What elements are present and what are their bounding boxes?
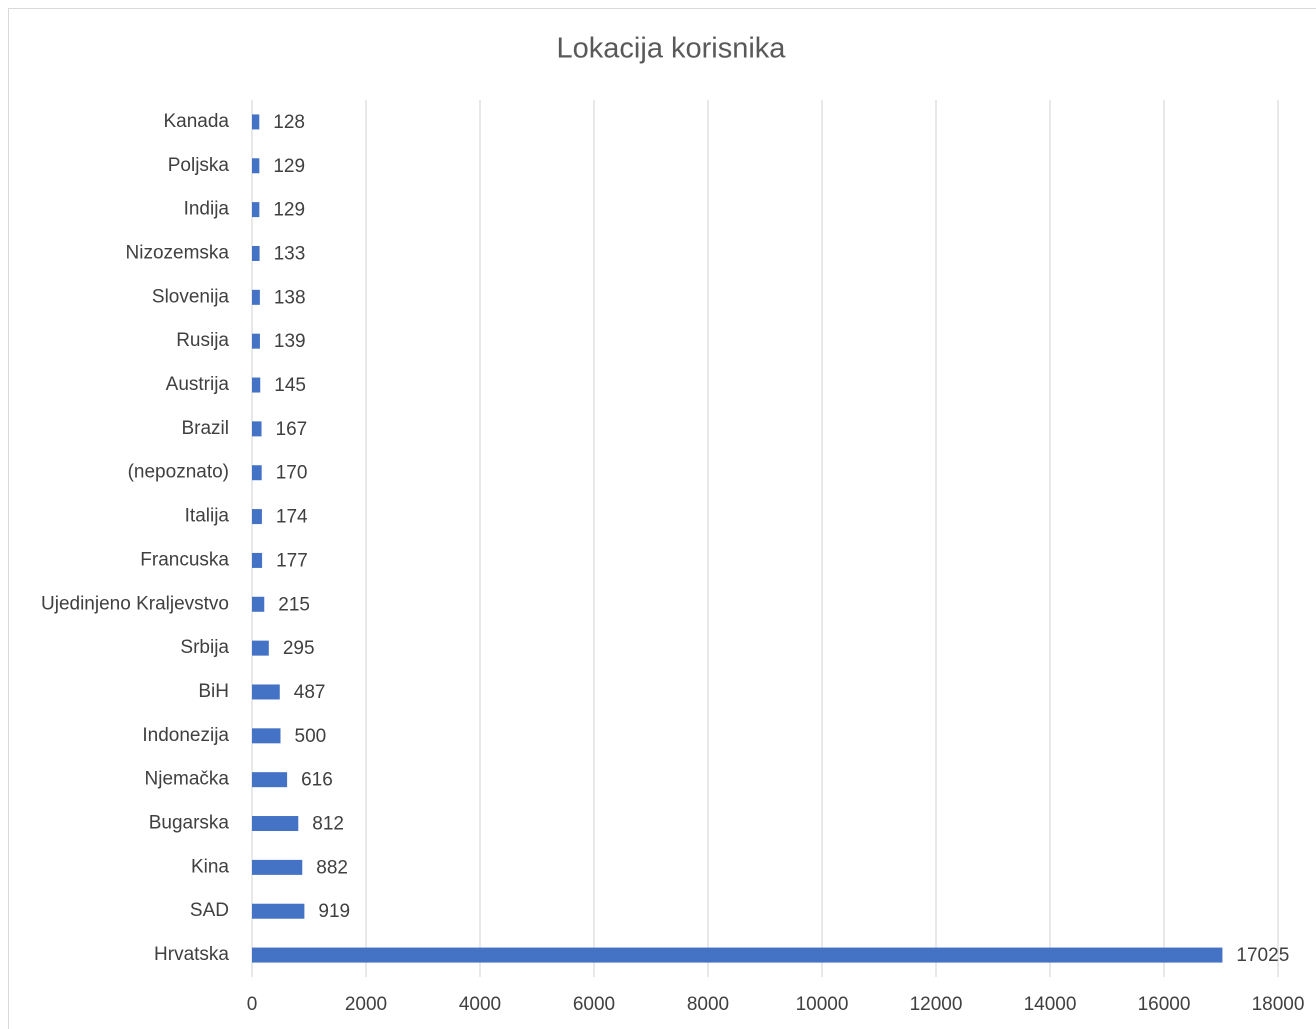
data-label: 145 bbox=[274, 375, 306, 396]
bar bbox=[252, 903, 305, 919]
y-tick-label: Hrvatska bbox=[154, 944, 229, 965]
y-tick-label: Ujedinjeno Kraljevstvo bbox=[41, 593, 229, 614]
data-label: 128 bbox=[273, 112, 305, 133]
data-label: 487 bbox=[294, 682, 326, 703]
x-tick-label: 16000 bbox=[1138, 994, 1191, 1015]
y-tick-label: Slovenija bbox=[152, 286, 230, 307]
bar bbox=[252, 640, 269, 656]
data-label: 129 bbox=[273, 156, 305, 177]
x-tick-label: 18000 bbox=[1252, 994, 1305, 1015]
x-tick-label: 4000 bbox=[459, 994, 501, 1015]
data-label: 170 bbox=[276, 463, 308, 484]
bar bbox=[252, 114, 260, 130]
data-label: 133 bbox=[274, 243, 306, 264]
x-tick-label: 8000 bbox=[687, 994, 729, 1015]
y-tick-label: Poljska bbox=[168, 155, 230, 176]
bar bbox=[252, 465, 262, 481]
bar bbox=[252, 158, 260, 174]
data-label: 138 bbox=[274, 287, 306, 308]
y-tick-label: Njemačka bbox=[145, 769, 230, 790]
bar bbox=[252, 684, 280, 700]
bar bbox=[252, 816, 299, 832]
y-tick-label: SAD bbox=[190, 900, 229, 921]
y-tick-label: Brazil bbox=[181, 418, 229, 439]
bar bbox=[252, 596, 265, 612]
y-tick-label: Francuska bbox=[140, 549, 229, 570]
y-tick-label: Indija bbox=[184, 199, 230, 220]
bar bbox=[252, 289, 260, 305]
bar bbox=[252, 509, 262, 525]
data-label: 215 bbox=[278, 594, 310, 615]
data-label: 919 bbox=[318, 901, 350, 922]
y-tick-label: Bugarska bbox=[149, 813, 230, 834]
bar bbox=[252, 245, 260, 261]
bar bbox=[252, 333, 260, 349]
data-label: 17025 bbox=[1236, 945, 1289, 966]
data-label: 177 bbox=[276, 550, 308, 571]
data-label: 500 bbox=[295, 726, 327, 747]
x-tick-label: 2000 bbox=[345, 994, 387, 1015]
data-label: 882 bbox=[316, 857, 348, 878]
y-tick-label: Kanada bbox=[163, 111, 229, 132]
x-tick-label: 14000 bbox=[1024, 994, 1077, 1015]
x-tick-label: 6000 bbox=[573, 994, 615, 1015]
chart-border bbox=[8, 8, 1316, 1029]
y-tick-label: Indonezija bbox=[142, 725, 229, 746]
y-tick-label: Srbija bbox=[180, 637, 229, 658]
y-tick-label: Rusija bbox=[176, 330, 229, 351]
bar bbox=[252, 377, 261, 393]
x-tick-label: 10000 bbox=[796, 994, 849, 1015]
bar bbox=[252, 728, 281, 744]
y-tick-label: (nepoznato) bbox=[128, 462, 229, 483]
bar bbox=[252, 552, 263, 568]
bar bbox=[252, 421, 262, 437]
bar bbox=[252, 859, 303, 875]
data-label: 812 bbox=[312, 814, 344, 835]
bar bbox=[252, 202, 260, 218]
x-tick-label: 0 bbox=[247, 994, 258, 1015]
x-tick-label: 12000 bbox=[910, 994, 963, 1015]
chart-title: Lokacija korisnika bbox=[557, 33, 787, 65]
y-tick-label: Austrija bbox=[166, 374, 230, 395]
bar bbox=[252, 772, 288, 788]
data-label: 174 bbox=[276, 507, 308, 528]
y-tick-label: Nizozemska bbox=[126, 242, 230, 263]
y-tick-label: Kina bbox=[191, 856, 229, 877]
data-label: 167 bbox=[276, 419, 308, 440]
data-label: 295 bbox=[283, 638, 315, 659]
y-tick-label: Italija bbox=[185, 506, 230, 527]
data-label: 616 bbox=[301, 770, 333, 791]
bar bbox=[252, 947, 1223, 963]
data-label: 129 bbox=[273, 200, 305, 221]
y-tick-label: BiH bbox=[198, 681, 229, 702]
data-label: 139 bbox=[274, 331, 306, 352]
